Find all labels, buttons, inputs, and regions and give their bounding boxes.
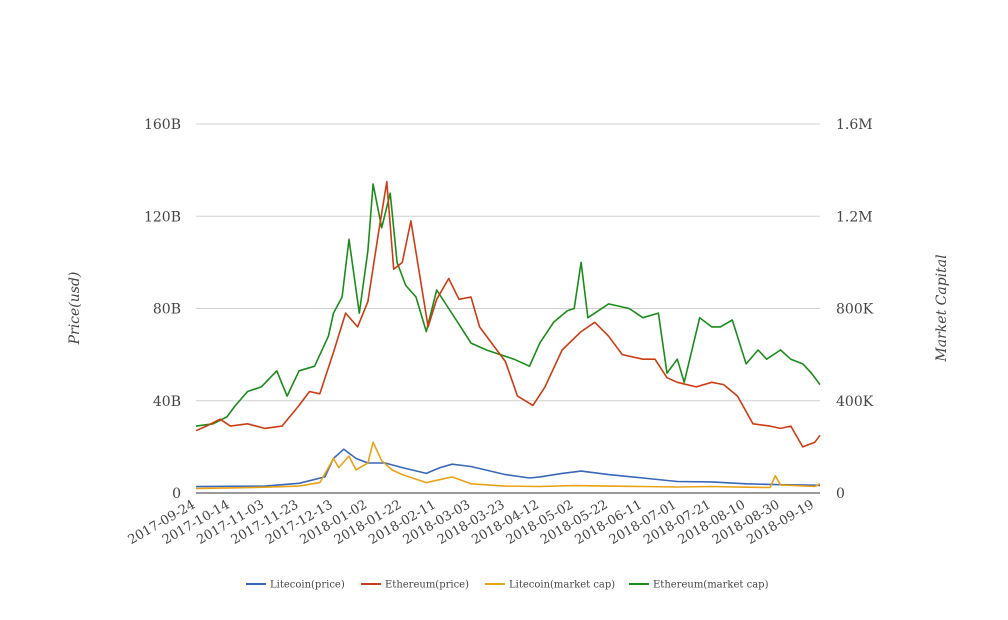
left-y-axis: 0 40B 80B 120B 160B	[144, 117, 181, 502]
legend-label: Litecoin(market cap)	[509, 580, 615, 591]
legend-label: Ethereum(market cap)	[653, 580, 769, 591]
left-y-tick-label: 160B	[144, 117, 181, 133]
ethereum-price-line	[195, 180, 821, 448]
right-y-axis: 0 400K 800K 1.2M 1.6M	[836, 117, 874, 502]
right-y-tick-label: 1.2M	[836, 209, 873, 225]
right-y-axis-title: Market Capital	[934, 254, 950, 362]
left-y-tick-label: 40B	[153, 394, 181, 410]
series-lines	[195, 180, 821, 490]
gridlines	[196, 123, 820, 402]
x-axis: 2017-09-242017-10-142017-11-032017-11-23…	[126, 497, 817, 547]
left-y-axis-title: Price(usd)	[67, 272, 83, 346]
legend: Litecoin(price) Ethereum(price) Litecoin(m…	[246, 580, 769, 591]
litecoin-price-line	[195, 448, 821, 488]
legend-label: Ethereum(price)	[385, 580, 469, 591]
left-y-tick-label: 0	[172, 486, 181, 502]
right-y-tick-label: 400K	[836, 394, 874, 410]
left-y-tick-label: 80B	[153, 302, 181, 318]
ethereum-market-cap-line	[195, 183, 821, 427]
litecoin-market-cap-line	[195, 441, 821, 490]
left-y-tick-label: 120B	[144, 209, 181, 225]
right-y-tick-label: 800K	[836, 302, 874, 318]
right-y-tick-label: 0	[836, 486, 845, 502]
right-y-tick-label: 1.6M	[836, 117, 873, 133]
legend-label: Litecoin(price)	[270, 580, 345, 591]
